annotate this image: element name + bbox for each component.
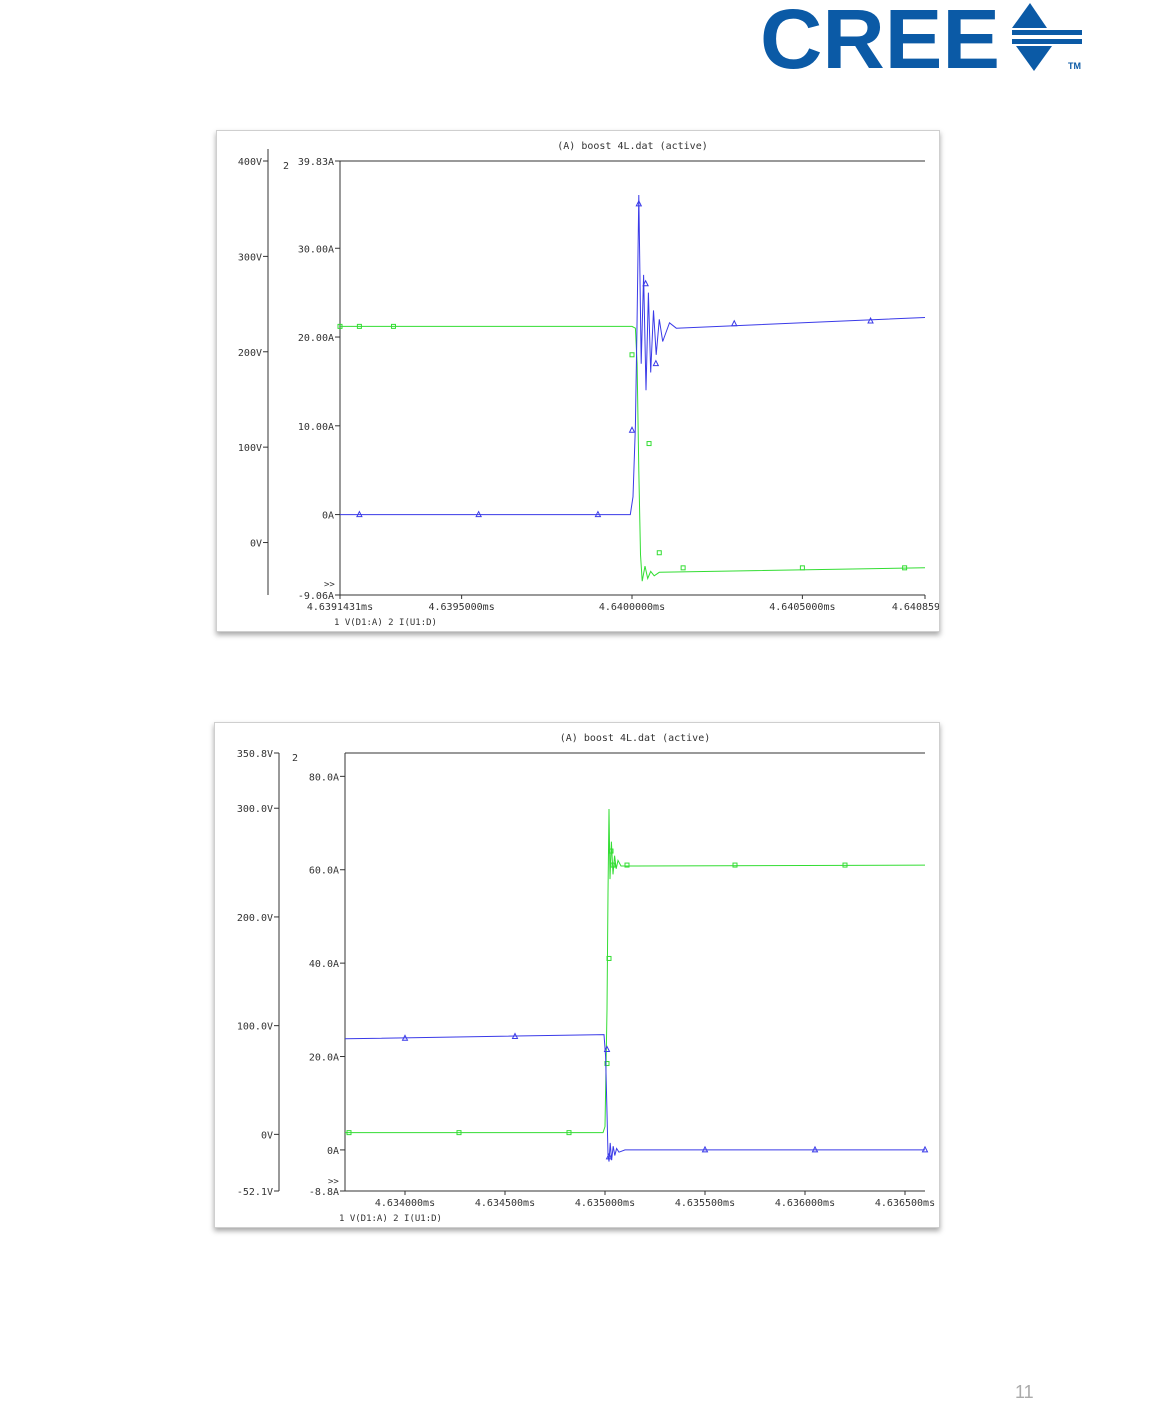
x-tick-label: 4.6408598ms <box>892 602 939 613</box>
series-1-marker <box>646 441 652 447</box>
series-1-marker <box>356 323 362 329</box>
series-1-marker <box>656 550 662 556</box>
series-2-marker <box>475 510 482 518</box>
x-tick-label: 4.6395000ms <box>429 602 495 613</box>
y-right-tick-label: 0A <box>327 1146 339 1157</box>
y-right-tick-label: 40.0A <box>309 959 339 970</box>
chart-legend: 1 V(D1:A) 2 I(U1:D) <box>339 1214 442 1224</box>
series-line-2 <box>340 194 926 516</box>
logo-bar-bottom <box>1012 39 1082 44</box>
series-2-marker <box>511 1032 519 1039</box>
y-right-tick-label: 20.0A <box>309 1053 339 1064</box>
series-1-marker <box>610 862 616 868</box>
y-left-tick-label: 100.0V <box>237 1022 273 1033</box>
series-2-marker <box>401 1034 409 1041</box>
x-tick-label: 4.634000ms <box>375 1198 435 1209</box>
series-2-marker <box>628 426 636 433</box>
chart-panel-2: (A) boost 4L.dat (active) 350.8V 300.0V 200… <box>214 722 940 1228</box>
series-2-marker <box>356 510 363 518</box>
series-1-marker <box>606 955 612 961</box>
series-2-marker <box>730 319 738 327</box>
cree-logo: CREE TM <box>760 0 1082 80</box>
series-1-marker <box>456 1130 462 1136</box>
x-tick-label: 4.6400000ms <box>599 602 665 613</box>
cree-logo-text: CREE <box>760 0 1000 80</box>
y-left-tick-label: 0V <box>250 539 262 550</box>
chart-title: (A) boost 4L.dat (active) <box>557 141 708 152</box>
y-right-tick-label: 0A <box>322 511 334 522</box>
series-2-marker <box>811 1145 819 1153</box>
series-1-marker <box>337 323 343 329</box>
y-right-tick-label: 60.0A <box>309 866 339 877</box>
series-2-marker <box>642 279 649 287</box>
series-2-marker <box>921 1145 929 1153</box>
axis-marker-2: 2 <box>283 161 289 172</box>
y-left-tick-label: 300V <box>238 252 262 263</box>
series-1-marker <box>680 565 686 571</box>
y-right-tick-label: 80.0A <box>309 772 339 783</box>
axis-marker-arrows: >> <box>324 580 335 590</box>
y-left-tick-label: 350.8V <box>237 749 273 760</box>
series-1-marker <box>842 862 848 868</box>
series-line-1 <box>340 325 926 582</box>
series-2-marker <box>635 199 643 207</box>
chart-title: (A) boost 4L.dat (active) <box>560 733 711 744</box>
y-left-tick-label: -52.1V <box>237 1187 273 1198</box>
chart-1-svg: (A) boost 4L.dat (active) 400V 300V 200V 100… <box>238 141 939 628</box>
series-2-marker <box>701 1145 709 1153</box>
y-right-tick-label: 39.83A <box>298 157 334 168</box>
y-left-tick-label: 100V <box>238 443 262 454</box>
series-1-marker <box>799 565 805 571</box>
logo-trademark: TM <box>1068 61 1081 71</box>
series-line-2 <box>344 1034 925 1162</box>
series-1-marker <box>629 352 635 358</box>
logo-down-arrow-icon <box>1016 46 1052 71</box>
x-tick-label: 4.6405000ms <box>769 602 835 613</box>
logo-up-arrow-icon <box>1012 3 1047 28</box>
y-right-tick-label: -8.8A <box>309 1187 339 1198</box>
series-1-marker <box>346 1130 352 1136</box>
y-right-tick-label: 30.00A <box>298 244 334 255</box>
series-1-marker <box>604 1061 610 1067</box>
x-tick-label: 4.6391431ms <box>307 602 373 613</box>
axis-marker-2: 2 <box>292 753 298 764</box>
series-1-marker <box>566 1130 572 1136</box>
x-tick-label: 4.636500ms <box>875 1198 935 1209</box>
series-1-marker <box>902 565 908 571</box>
x-tick-label: 4.636000ms <box>775 1198 835 1209</box>
y-right-tick-label: -9.06A <box>298 591 334 602</box>
x-tick-label: 4.635500ms <box>675 1198 735 1209</box>
y-left-tick-label: 200.0V <box>237 913 273 924</box>
series-2-marker <box>594 510 602 518</box>
x-tick-label: 4.634500ms <box>475 1198 535 1209</box>
series-2-marker <box>867 316 874 324</box>
y-right-tick-label: 10.00A <box>298 422 334 433</box>
y-left-tick-label: 0V <box>261 1130 273 1141</box>
series-1-marker <box>608 848 614 854</box>
series-1-marker <box>624 862 630 868</box>
axis-marker-arrows: >> <box>328 1177 339 1187</box>
y-left-tick-label: 200V <box>238 348 262 359</box>
y-right-tick-label: 20.00A <box>298 333 334 344</box>
series-2-marker <box>603 1045 611 1053</box>
series-2-marker <box>652 359 660 367</box>
page-number: 11 <box>1015 1382 1034 1402</box>
chart-panel-1: (A) boost 4L.dat (active) 400V 300V 200V 100… <box>216 130 940 632</box>
chart-legend: 1 V(D1:A) 2 I(U1:D) <box>334 618 437 628</box>
x-tick-label: 4.635000ms <box>575 1198 635 1209</box>
series-line-1 <box>345 808 926 1134</box>
chart-2-svg: (A) boost 4L.dat (active) 350.8V 300.0V 200… <box>237 733 935 1224</box>
series-1-marker <box>390 323 396 329</box>
y-left-tick-label: 400V <box>238 157 262 168</box>
y-left-tick-label: 300.0V <box>237 804 273 815</box>
series-2-marker <box>605 1152 613 1160</box>
series-1-marker <box>732 862 738 868</box>
logo-bar-top <box>1012 30 1082 35</box>
